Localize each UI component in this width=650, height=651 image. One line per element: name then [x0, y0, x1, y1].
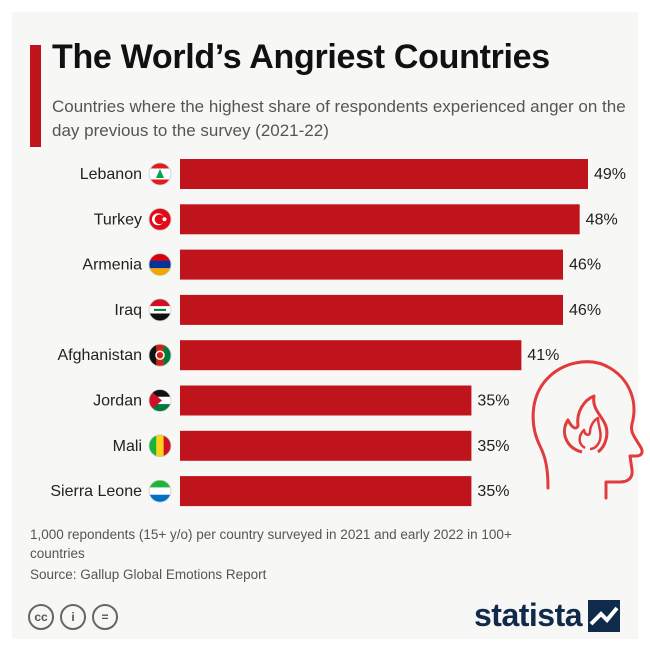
jordan-flag-icon	[148, 389, 172, 412]
statista-logo[interactable]: statista	[474, 597, 621, 634]
value-label: 48%	[586, 211, 618, 228]
category-label: Armenia	[82, 257, 142, 274]
bar	[180, 204, 580, 235]
bar	[180, 294, 564, 325]
category-label: Turkey	[94, 211, 142, 228]
attribution-icon[interactable]: i	[60, 604, 86, 630]
no-derivatives-icon[interactable]: =	[92, 604, 118, 630]
statista-mark-icon	[588, 599, 621, 632]
angry-head-icon	[531, 360, 644, 500]
value-label: 49%	[594, 166, 626, 183]
value-label: 46%	[569, 302, 601, 319]
lebanon-flag-icon	[148, 162, 172, 186]
footnote: 1,000 repondents (15+ y/o) per country s…	[30, 527, 512, 561]
sierra-leone-flag-icon	[148, 479, 172, 503]
armenia-flag-icon	[148, 253, 172, 277]
cc-icon[interactable]: cc	[28, 604, 54, 630]
source-note: Source: Gallup Global Emotions Report	[30, 567, 267, 582]
title-accent-bar	[30, 45, 41, 147]
value-label: 41%	[527, 347, 559, 364]
mali-flag-icon	[148, 434, 172, 458]
chart-title: The World’s Angriest Countries	[52, 38, 550, 76]
bar	[180, 159, 588, 189]
chart-subtitle: Countries where the highest share of res…	[52, 97, 626, 140]
category-label: Mali	[113, 438, 142, 455]
turkey-flag-icon	[148, 207, 172, 231]
brand-name: statista	[474, 597, 583, 633]
bar	[180, 430, 472, 461]
bar	[180, 476, 472, 507]
category-label: Iraq	[114, 302, 142, 319]
iraq-flag-icon	[148, 298, 172, 322]
bar	[180, 385, 472, 416]
infographic-card	[12, 12, 638, 639]
bar	[180, 340, 522, 371]
license-icons: cc i =	[28, 604, 118, 630]
category-label: Jordan	[93, 393, 142, 410]
value-label: 46%	[569, 257, 601, 274]
value-label: 35%	[477, 438, 509, 455]
value-label: 35%	[477, 483, 509, 500]
value-label: 35%	[477, 393, 509, 410]
category-label: Lebanon	[80, 166, 142, 183]
category-label: Afghanistan	[57, 347, 142, 364]
afghanistan-flag-icon	[148, 343, 172, 367]
bar	[180, 249, 564, 280]
category-label: Sierra Leone	[50, 483, 142, 500]
